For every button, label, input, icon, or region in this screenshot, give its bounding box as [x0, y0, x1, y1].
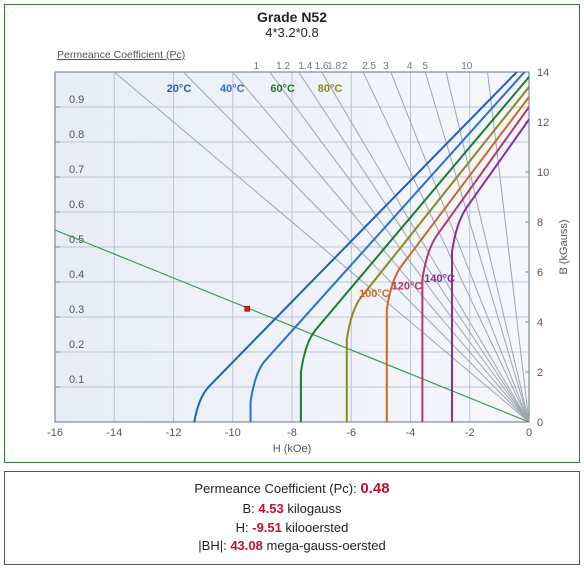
chart-title: Grade N52: [5, 5, 579, 25]
svg-text:0.8: 0.8: [69, 129, 84, 141]
svg-text:20°C: 20°C: [167, 83, 192, 95]
svg-text:10: 10: [537, 167, 549, 179]
readout-bh-row: |BH|: 43.08 mega-gauss-oersted: [5, 537, 579, 556]
svg-text:Permeance Coefficient (Pc): Permeance Coefficient (Pc): [57, 49, 185, 61]
svg-text:12: 12: [537, 117, 549, 129]
svg-text:40°C: 40°C: [220, 83, 245, 95]
readout-pc-label: Permeance Coefficient (Pc):: [194, 481, 356, 496]
readout-b-unit: kilogauss: [287, 501, 341, 516]
svg-text:0.7: 0.7: [69, 164, 84, 176]
svg-text:2: 2: [537, 367, 543, 379]
readout-b-value: 4.53: [258, 501, 283, 516]
readout-h-label: H:: [236, 520, 249, 535]
readout-pc-row: Permeance Coefficient (Pc): 0.48: [5, 478, 579, 500]
svg-text:0.3: 0.3: [69, 304, 84, 316]
readout-pc-value: 0.48: [360, 480, 389, 497]
readout-bh-label: |BH|:: [198, 538, 226, 553]
svg-text:120°C: 120°C: [392, 281, 423, 293]
readout-h-unit: kilooersted: [286, 520, 349, 535]
svg-text:14: 14: [537, 67, 549, 79]
svg-text:10: 10: [461, 61, 473, 72]
svg-text:-2: -2: [465, 427, 475, 439]
svg-text:140°C: 140°C: [424, 273, 455, 285]
svg-text:0.6: 0.6: [69, 199, 84, 211]
svg-text:H (kOe): H (kOe): [273, 443, 312, 455]
svg-text:2.5: 2.5: [362, 61, 376, 72]
svg-text:0.1: 0.1: [69, 374, 84, 386]
svg-text:2: 2: [342, 61, 348, 72]
readout-h-value: -9.51: [252, 520, 282, 535]
svg-text:B (kGauss): B (kGauss): [558, 219, 570, 274]
svg-text:-12: -12: [166, 427, 182, 439]
svg-text:3: 3: [383, 61, 389, 72]
svg-text:0: 0: [526, 427, 532, 439]
svg-text:8: 8: [537, 217, 543, 229]
svg-text:100°C: 100°C: [359, 288, 390, 300]
readout-bh-value: 43.08: [230, 538, 263, 553]
readout-b-row: B: 4.53 kilogauss: [5, 500, 579, 519]
svg-text:1.4: 1.4: [298, 61, 312, 72]
readout-bh-unit: mega-gauss-oersted: [267, 538, 386, 553]
chart-subtitle: 4*3.2*0.8: [5, 25, 579, 42]
svg-text:60°C: 60°C: [270, 83, 295, 95]
svg-text:-8: -8: [287, 427, 297, 439]
chart-panel: Grade N52 4*3.2*0.8 -16 -14 -12 -10 -8 -6 -4 -2…: [4, 4, 580, 463]
svg-text:4: 4: [537, 317, 543, 329]
svg-text:6: 6: [537, 267, 543, 279]
svg-text:1.8: 1.8: [327, 61, 341, 72]
demag-chart: -16 -14 -12 -10 -8 -6 -4 -2 0 0.1 0.2 0.3 0.4 0.5 0.6 0…: [5, 42, 579, 462]
svg-text:4: 4: [407, 61, 413, 72]
svg-text:-10: -10: [225, 427, 241, 439]
svg-text:5: 5: [423, 61, 429, 72]
readout-panel: Permeance Coefficient (Pc): 0.48 B: 4.53…: [4, 471, 580, 565]
svg-text:1.2: 1.2: [276, 61, 290, 72]
svg-text:-6: -6: [346, 427, 356, 439]
svg-text:0.4: 0.4: [69, 269, 84, 281]
readout-h-row: H: -9.51 kilooersted: [5, 519, 579, 538]
svg-text:80°C: 80°C: [318, 83, 343, 95]
svg-text:1: 1: [254, 61, 260, 72]
svg-text:0.5: 0.5: [69, 234, 84, 246]
svg-text:-16: -16: [47, 427, 63, 439]
svg-text:-14: -14: [106, 427, 122, 439]
svg-text:0.9: 0.9: [69, 94, 84, 106]
svg-text:0: 0: [537, 417, 543, 429]
readout-b-label: B:: [242, 501, 254, 516]
svg-text:-4: -4: [406, 427, 416, 439]
svg-text:0.2: 0.2: [69, 339, 84, 351]
